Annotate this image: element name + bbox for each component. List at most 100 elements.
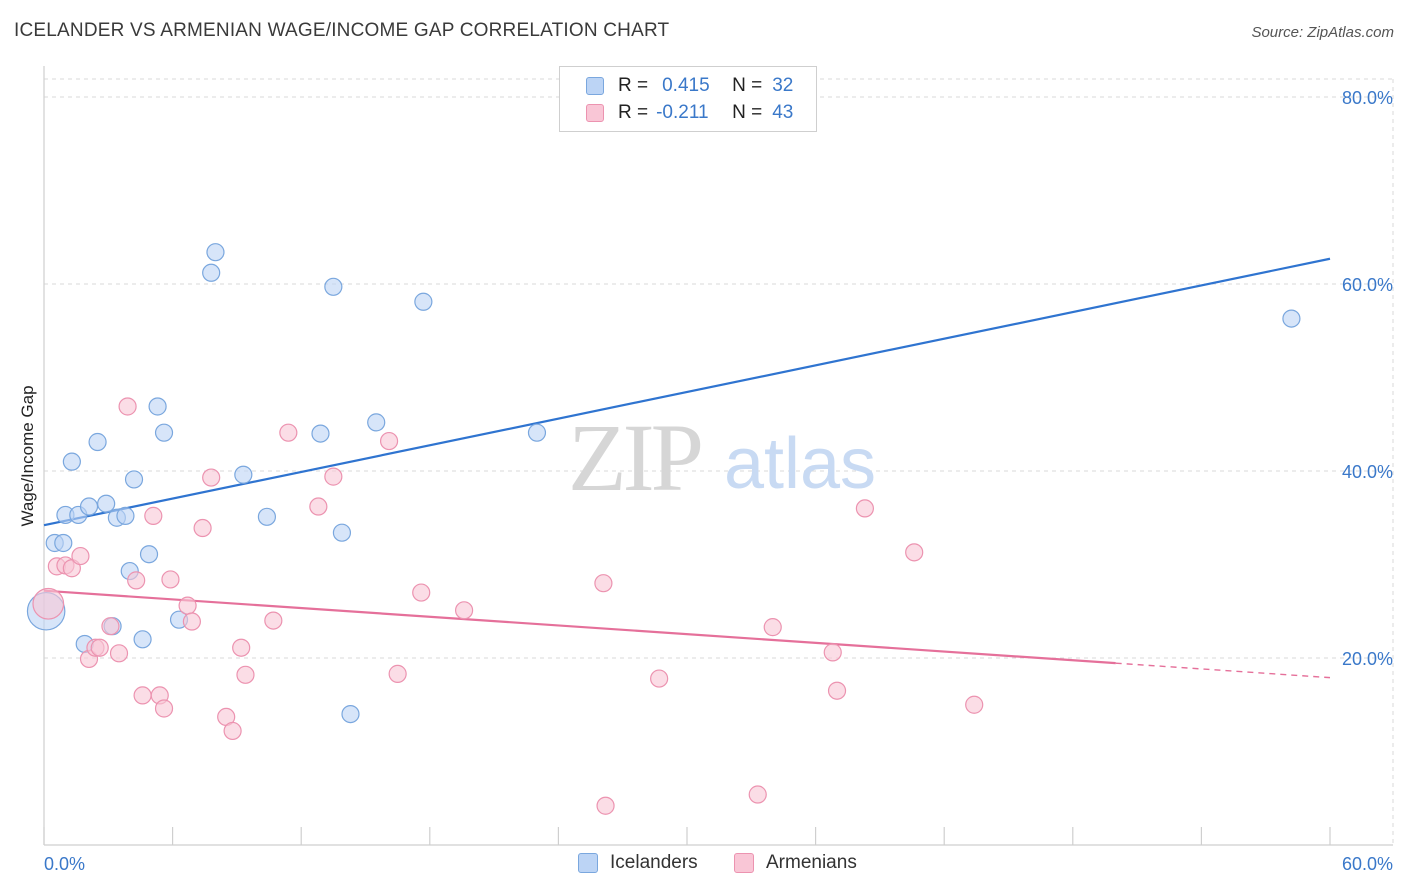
y-tick-label: 80.0% [1342, 88, 1393, 108]
point-armenians [182, 612, 201, 631]
legend-item-icelanders[interactable]: Icelanders [578, 852, 698, 874]
y-tick-labels: 20.0% 40.0% 60.0% 80.0% [1342, 88, 1393, 669]
point-icelanders [116, 506, 135, 525]
point-armenians [133, 686, 152, 705]
legend-n-label: N = [732, 75, 763, 96]
x-tick-label-max: 60.0% [1342, 854, 1393, 874]
point-icelanders [79, 497, 99, 516]
point-icelanders [341, 704, 360, 724]
point-icelanders [97, 494, 116, 513]
point-armenians [223, 721, 242, 741]
legend-label-icelanders: Icelanders [610, 852, 698, 873]
grid-lines [44, 78, 1394, 845]
y-tick-label: 40.0% [1342, 462, 1393, 482]
data-points [26, 243, 1301, 815]
legend-n-icelanders: 32 [772, 75, 794, 96]
series-legend: Icelanders Armenians [0, 852, 1406, 878]
legend-swatch-armenians [586, 104, 604, 122]
point-armenians [154, 699, 174, 718]
point-icelanders [311, 424, 330, 443]
point-armenians [905, 543, 924, 562]
point-icelanders [234, 465, 253, 484]
trend-line-icelanders [43, 257, 1331, 527]
point-armenians [127, 571, 146, 590]
y-tick-label: 20.0% [1342, 649, 1393, 669]
point-armenians [101, 617, 120, 636]
point-armenians [324, 467, 343, 486]
point-icelanders [54, 533, 73, 553]
point-armenians [388, 664, 407, 683]
point-armenians [763, 618, 782, 637]
point-icelanders [88, 432, 107, 452]
point-icelanders [257, 507, 277, 526]
point-armenians [178, 596, 197, 615]
y-tick-label: 60.0% [1342, 275, 1393, 295]
point-armenians [748, 785, 767, 804]
trend-line-extension-armenians [1115, 662, 1331, 679]
point-armenians [827, 681, 847, 700]
point-icelanders [1282, 309, 1301, 328]
point-armenians [144, 506, 163, 525]
point-armenians [454, 601, 474, 620]
point-icelanders [154, 423, 174, 442]
axes [43, 66, 1393, 846]
point-icelanders [139, 545, 159, 564]
point-armenians [109, 644, 129, 663]
legend-r-label: R = [618, 75, 649, 96]
point-armenians [236, 665, 255, 684]
point-icelanders [206, 243, 225, 262]
legend-swatch-armenians [734, 853, 754, 873]
legend-row-armenians: R = -0.211 N = 43 [586, 100, 793, 126]
legend-r-armenians: -0.211 [656, 102, 709, 123]
point-icelanders [124, 470, 144, 489]
trend-lines [43, 257, 1331, 679]
point-armenians [412, 583, 431, 602]
legend-label-armenians: Armenians [766, 852, 857, 873]
point-armenians [279, 423, 298, 442]
legend-r-label: R = [618, 102, 649, 123]
chart-title: ICELANDER VS ARMENIAN WAGE/INCOME GAP CO… [14, 20, 670, 41]
point-icelanders [324, 277, 343, 296]
point-armenians [594, 574, 613, 593]
point-armenians [232, 638, 251, 657]
legend-n-label: N = [732, 102, 763, 123]
legend-swatch-icelanders [586, 77, 604, 95]
chart-source: Source: ZipAtlas.com [1251, 24, 1394, 41]
point-icelanders [202, 263, 221, 282]
y-axis-label: Wage/Income Gap [18, 385, 37, 526]
point-icelanders [148, 397, 167, 416]
watermark-zip: ZIP [568, 404, 701, 511]
point-armenians [161, 570, 180, 589]
x-tick-label-min: 0.0% [44, 854, 85, 874]
point-armenians [118, 397, 137, 416]
legend-swatch-icelanders [578, 853, 598, 873]
stats-legend: R = 0.415 N = 32 R = -0.211 N = 43 [559, 66, 817, 132]
point-icelanders [332, 523, 352, 542]
point-icelanders [62, 452, 81, 471]
point-icelanders [527, 423, 547, 442]
point-armenians [90, 638, 109, 657]
legend-item-armenians[interactable]: Armenians [734, 852, 857, 874]
legend-r-icelanders: 0.415 [662, 75, 710, 96]
point-icelanders [414, 292, 433, 311]
trend-line-armenians [43, 589, 1116, 665]
point-armenians [855, 499, 874, 518]
point-armenians [264, 611, 283, 630]
point-armenians [32, 587, 65, 620]
point-armenians [965, 695, 984, 714]
point-icelanders [133, 630, 152, 649]
watermark: ZIP atlas [568, 404, 876, 511]
point-armenians [193, 518, 212, 538]
point-armenians [202, 468, 221, 487]
legend-row-icelanders: R = 0.415 N = 32 [586, 73, 793, 99]
point-armenians [650, 669, 669, 688]
point-armenians [71, 546, 90, 566]
point-armenians [596, 796, 615, 815]
legend-n-armenians: 43 [772, 102, 794, 123]
point-armenians [309, 497, 328, 516]
watermark-atlas: atlas [724, 424, 876, 504]
point-armenians [379, 431, 399, 451]
point-icelanders [367, 413, 386, 432]
point-armenians [823, 643, 842, 662]
